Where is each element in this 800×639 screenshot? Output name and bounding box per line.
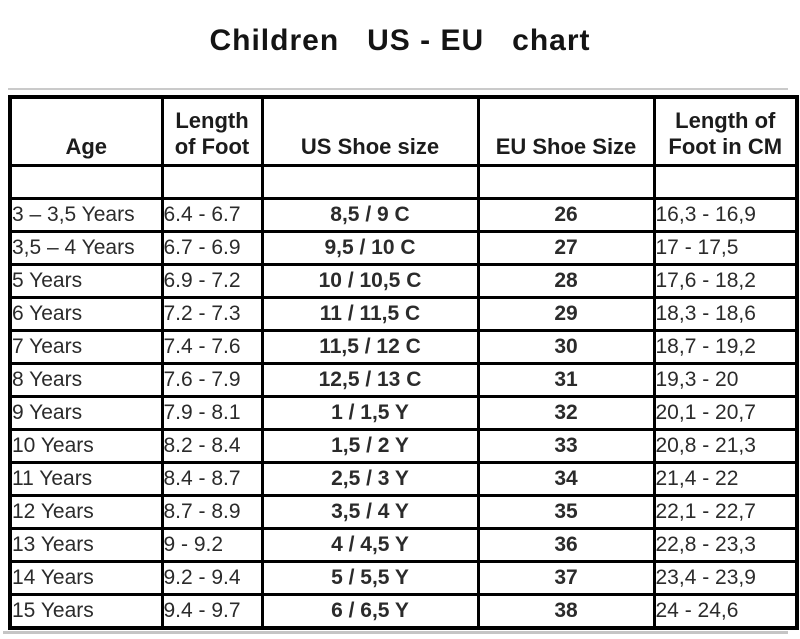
cell-us-shoe-size: 9,5 / 10 C [260,230,480,266]
cell-length-of-foot: 9.2 - 9.4 [160,560,264,596]
page-title: Children US - EU chart [209,24,591,57]
table-row: 7 Years 7.4 - 7.6 11,5 / 12 C 30 18,7 - 19,2 [8,329,799,365]
table-row: 14 Years 9.2 - 9.4 5 / 5,5 Y 37 23,4 - 23,9 [8,560,799,596]
divider-bottom [3,631,788,634]
cell-empty [260,164,480,200]
table-row: 9 Years 7.9 - 8.1 1 / 1,5 Y 32 20,1 - 20,7 [8,395,799,431]
cell-length-of-foot-cm: 21,4 - 22 [652,461,799,497]
cell-age: 11 Years [8,461,164,497]
header-row: Age Length of Foot US Shoe size EU Shoe … [8,95,799,167]
table-row: 3 – 3,5 Years 6.4 - 6.7 8,5 / 9 C 26 16,3 - … [8,197,799,233]
cell-age: 14 Years [8,560,164,596]
column-header-length-of-foot-cm: Length of Foot in CM [652,95,799,167]
cell-us-shoe-size: 5 / 5,5 Y [260,560,480,596]
cell-us-shoe-size: 3,5 / 4 Y [260,494,480,530]
cell-empty [652,164,799,200]
cell-length-of-foot-cm: 22,8 - 23,3 [652,527,799,563]
cell-eu-shoe-size: 32 [476,395,656,431]
table-row: 13 Years 9 - 9.2 4 / 4,5 Y 36 22,8 - 23,3 [8,527,799,563]
column-header-eu-shoe-size: EU Shoe Size [476,95,656,167]
cell-length-of-foot: 7.4 - 7.6 [160,329,264,365]
table-row: 11 Years 8.4 - 8.7 2,5 / 3 Y 34 21,4 - 22 [8,461,799,497]
cell-length-of-foot: 9.4 - 9.7 [160,593,264,630]
cell-age: 7 Years [8,329,164,365]
cell-length-of-foot: 9 - 9.2 [160,527,264,563]
cell-length-of-foot-cm: 23,4 - 23,9 [652,560,799,596]
cell-us-shoe-size: 4 / 4,5 Y [260,527,480,563]
cell-age: 8 Years [8,362,164,398]
spacer-row [8,164,799,200]
table-row: 15 Years 9.4 - 9.7 6 / 6,5 Y 38 24 - 24,6 [8,593,799,630]
cell-length-of-foot: 8.2 - 8.4 [160,428,264,464]
table-row: 10 Years 8.2 - 8.4 1,5 / 2 Y 33 20,8 - 21,3 [8,428,799,464]
cell-length-of-foot: 6.4 - 6.7 [160,197,264,233]
table-row: 5 Years 6.9 - 7.2 10 / 10,5 C 28 17,6 - 18,2 [8,263,799,299]
table-row: 8 Years 7.6 - 7.9 12,5 / 13 C 31 19,3 - 20 [8,362,799,398]
table-row: 6 Years 7.2 - 7.3 11 / 11,5 C 29 18,3 - 18,6 [8,296,799,332]
cell-eu-shoe-size: 29 [476,296,656,332]
cell-age: 10 Years [8,428,164,464]
cell-eu-shoe-size: 34 [476,461,656,497]
divider-top [8,88,788,90]
cell-length-of-foot-cm: 17 - 17,5 [652,230,799,266]
cell-length-of-foot-cm: 18,7 - 19,2 [652,329,799,365]
cell-eu-shoe-size: 36 [476,527,656,563]
cell-length-of-foot-cm: 19,3 - 20 [652,362,799,398]
cell-length-of-foot: 7.2 - 7.3 [160,296,264,332]
cell-length-of-foot-cm: 17,6 - 18,2 [652,263,799,299]
cell-age: 6 Years [8,296,164,332]
cell-age: 3 – 3,5 Years [8,197,164,233]
cell-length-of-foot-cm: 16,3 - 16,9 [652,197,799,233]
column-header-us-shoe-size: US Shoe size [260,95,480,167]
cell-eu-shoe-size: 37 [476,560,656,596]
cell-length-of-foot: 7.6 - 7.9 [160,362,264,398]
cell-length-of-foot: 7.9 - 8.1 [160,395,264,431]
cell-age: 13 Years [8,527,164,563]
cell-eu-shoe-size: 30 [476,329,656,365]
cell-length-of-foot-cm: 24 - 24,6 [652,593,799,630]
cell-eu-shoe-size: 27 [476,230,656,266]
cell-us-shoe-size: 2,5 / 3 Y [260,461,480,497]
cell-length-of-foot-cm: 22,1 - 22,7 [652,494,799,530]
cell-age: 3,5 – 4 Years [8,230,164,266]
cell-eu-shoe-size: 33 [476,428,656,464]
cell-length-of-foot-cm: 20,1 - 20,7 [652,395,799,431]
cell-eu-shoe-size: 31 [476,362,656,398]
cell-us-shoe-size: 8,5 / 9 C [260,197,480,233]
column-header-age: Age [8,95,164,167]
cell-us-shoe-size: 1 / 1,5 Y [260,395,480,431]
cell-empty [476,164,656,200]
cell-length-of-foot: 8.7 - 8.9 [160,494,264,530]
cell-length-of-foot: 6.9 - 7.2 [160,263,264,299]
column-header-length-of-foot: Length of Foot [160,95,264,167]
cell-us-shoe-size: 11,5 / 12 C [260,329,480,365]
cell-eu-shoe-size: 26 [476,197,656,233]
cell-us-shoe-size: 10 / 10,5 C [260,263,480,299]
cell-length-of-foot: 8.4 - 8.7 [160,461,264,497]
cell-us-shoe-size: 1,5 / 2 Y [260,428,480,464]
cell-us-shoe-size: 11 / 11,5 C [260,296,480,332]
cell-us-shoe-size: 12,5 / 13 C [260,362,480,398]
cell-age: 15 Years [8,593,164,630]
cell-age: 9 Years [8,395,164,431]
size-chart-table: Age Length of Foot US Shoe size EU Shoe … [8,95,799,630]
cell-age: 12 Years [8,494,164,530]
cell-length-of-foot: 6.7 - 6.9 [160,230,264,266]
cell-eu-shoe-size: 35 [476,494,656,530]
cell-empty [160,164,264,200]
cell-length-of-foot-cm: 18,3 - 18,6 [652,296,799,332]
cell-length-of-foot-cm: 20,8 - 21,3 [652,428,799,464]
table-row: 12 Years 8.7 - 8.9 3,5 / 4 Y 35 22,1 - 22,7 [8,494,799,530]
cell-age: 5 Years [8,263,164,299]
table-body: 3 – 3,5 Years 6.4 - 6.7 8,5 / 9 C 26 16,3 - … [8,197,799,630]
table-row: 3,5 – 4 Years 6.7 - 6.9 9,5 / 10 C 27 17 - 1… [8,230,799,266]
cell-eu-shoe-size: 28 [476,263,656,299]
cell-us-shoe-size: 6 / 6,5 Y [260,593,480,630]
cell-eu-shoe-size: 38 [476,593,656,630]
cell-empty [8,164,164,200]
